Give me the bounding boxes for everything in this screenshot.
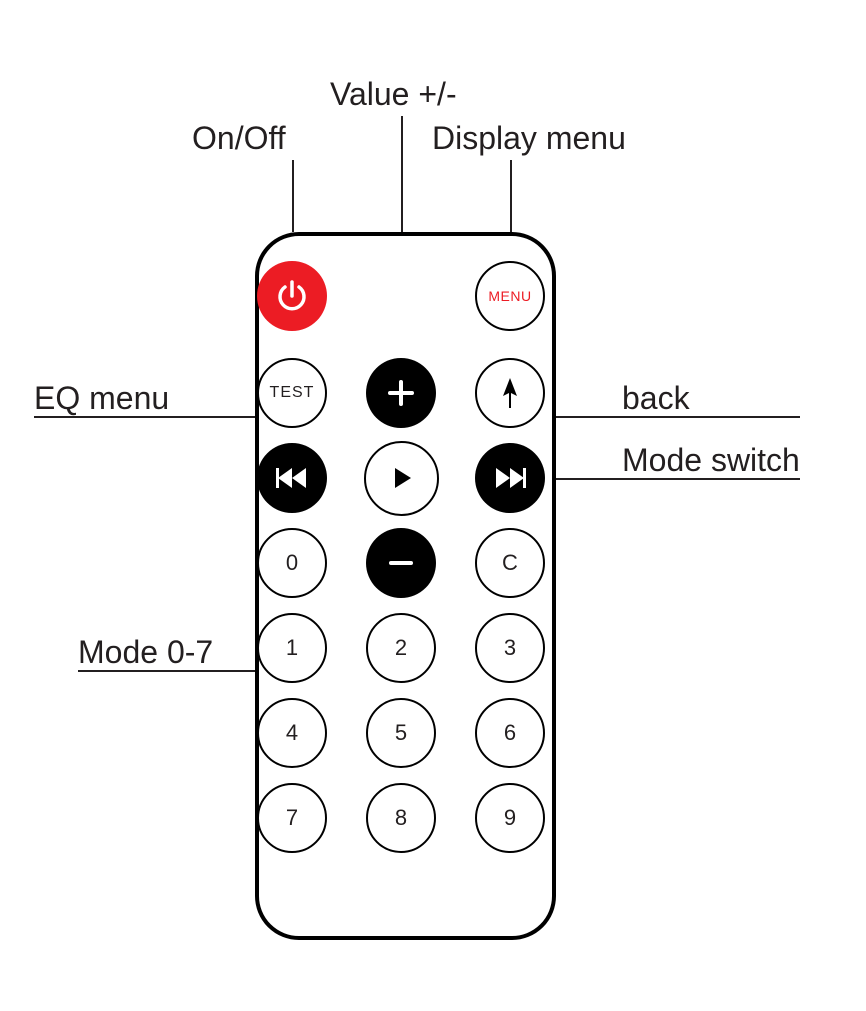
btn-n1-label: 1	[286, 635, 298, 661]
btn-test[interactable]: TEST	[257, 358, 327, 428]
btn-n6-label: 6	[504, 720, 516, 746]
label-value: Value +/-	[330, 78, 457, 110]
btn-n3[interactable]: 3	[475, 613, 545, 683]
btn-menu[interactable]: MENU	[475, 261, 545, 331]
leader-back_h	[540, 416, 800, 418]
btn-n8-label: 8	[395, 805, 407, 831]
btn-n2[interactable]: 2	[366, 613, 436, 683]
skip-next-icon	[492, 463, 528, 493]
btn-n0[interactable]: 0	[257, 528, 327, 598]
label-eqmenu: EQ menu	[34, 382, 169, 414]
btn-play[interactable]	[364, 441, 439, 516]
btn-prev[interactable]	[257, 443, 327, 513]
btn-n8[interactable]: 8	[366, 783, 436, 853]
btn-back[interactable]	[475, 358, 545, 428]
btn-next[interactable]	[475, 443, 545, 513]
btn-n7-label: 7	[286, 805, 298, 831]
leader-mode07_h	[78, 670, 266, 672]
leader-onoff	[292, 160, 294, 232]
btn-n4[interactable]: 4	[257, 698, 327, 768]
leader-display	[510, 160, 512, 232]
btn-plus[interactable]	[366, 358, 436, 428]
btn-n5[interactable]: 5	[366, 698, 436, 768]
btn-n6[interactable]: 6	[475, 698, 545, 768]
label-back: back	[622, 382, 690, 414]
minus-icon	[384, 546, 418, 580]
btn-n5-label: 5	[395, 720, 407, 746]
btn-c[interactable]: C	[475, 528, 545, 598]
arrow-up-icon	[496, 374, 524, 412]
leader-modesw_h	[555, 478, 800, 480]
label-onoff: On/Off	[192, 122, 286, 154]
play-icon	[386, 463, 416, 493]
label-modesw: Mode switch	[622, 444, 800, 476]
btn-menu-label: MENU	[488, 288, 531, 304]
btn-test-label: TEST	[270, 384, 315, 402]
remote-diagram: On/Off Value +/- Display menu EQ menu back Mo…	[0, 0, 866, 1011]
btn-n9[interactable]: 9	[475, 783, 545, 853]
leader-eqmenu_h	[34, 416, 262, 418]
btn-n2-label: 2	[395, 635, 407, 661]
btn-n4-label: 4	[286, 720, 298, 746]
btn-n3-label: 3	[504, 635, 516, 661]
btn-n7[interactable]: 7	[257, 783, 327, 853]
power-icon	[274, 278, 310, 314]
plus-icon	[384, 376, 418, 410]
btn-c-label: C	[502, 550, 518, 576]
btn-n1[interactable]: 1	[257, 613, 327, 683]
label-mode07: Mode 0-7	[78, 636, 213, 668]
skip-prev-icon	[274, 463, 310, 493]
label-display: Display menu	[432, 122, 626, 154]
btn-n0-label: 0	[286, 550, 298, 576]
btn-power[interactable]	[257, 261, 327, 331]
btn-n9-label: 9	[504, 805, 516, 831]
btn-minus[interactable]	[366, 528, 436, 598]
